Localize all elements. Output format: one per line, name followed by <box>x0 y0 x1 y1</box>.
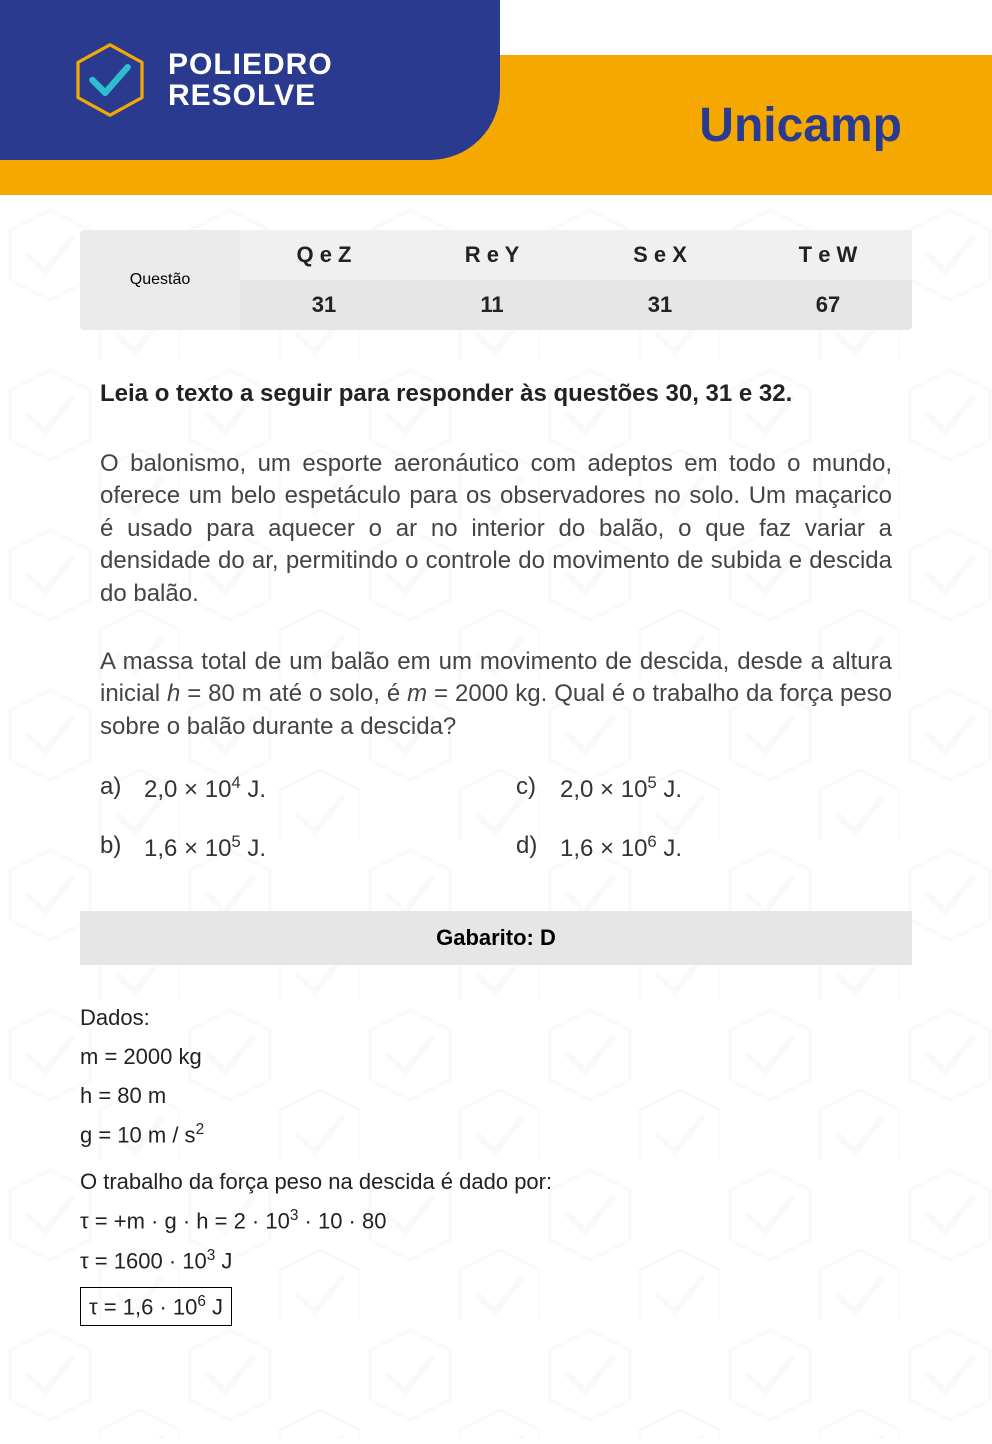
header-blue: POLIEDRO RESOLVE <box>0 0 500 160</box>
passage-text: O balonismo, um esporte aeronáutico com … <box>80 448 912 610</box>
brand-logo-wrap: POLIEDRO RESOLVE <box>70 40 333 120</box>
university-name: Unicamp <box>699 98 902 153</box>
alt-value: 2,0 × 105 J. <box>560 773 682 804</box>
solution-line: τ = 1600 · 103 J <box>80 1244 912 1277</box>
table-value: 11 <box>408 292 576 318</box>
table-col-header: T e W <box>744 242 912 268</box>
question-variant-table: Questão Q e Z R e Y S e X T e W 31 11 31… <box>80 230 912 330</box>
alternative-c: c) 2,0 × 105 J. <box>516 773 892 804</box>
solution-final-boxed: τ = 1,6 · 106 J <box>80 1287 232 1326</box>
solution-line: O trabalho da força peso na descida é da… <box>80 1165 912 1198</box>
table-col-header: S e X <box>576 242 744 268</box>
solution-line: m = 2000 kg <box>80 1040 912 1073</box>
alt-value: 1,6 × 105 J. <box>144 832 266 863</box>
brand-text: POLIEDRO RESOLVE <box>168 49 333 112</box>
brand-line1: POLIEDRO <box>168 49 333 81</box>
alt-value: 1,6 × 106 J. <box>560 832 682 863</box>
table-value-row: 31 11 31 67 <box>240 280 912 330</box>
table-value: 31 <box>240 292 408 318</box>
solution-line: Dados: <box>80 1001 912 1034</box>
table-header-row: Q e Z R e Y S e X T e W <box>240 230 912 280</box>
page-content: Questão Q e Z R e Y S e X T e W 31 11 31… <box>0 200 992 1326</box>
answer-banner: Gabarito: D <box>80 911 912 965</box>
brand-hex-icon <box>70 40 150 120</box>
alternative-b: b) 1,6 × 105 J. <box>100 832 476 863</box>
table-value: 31 <box>576 292 744 318</box>
solution-block: Dados: m = 2000 kg h = 80 m g = 10 m / s… <box>80 1001 912 1326</box>
alt-value: 2,0 × 104 J. <box>144 773 266 804</box>
table-col-header: R e Y <box>408 242 576 268</box>
question-text: A massa total de um balão em um moviment… <box>80 646 912 743</box>
solution-line: τ = +m · g · h = 2 · 103 · 10 · 80 <box>80 1204 912 1237</box>
table-value: 67 <box>744 292 912 318</box>
alt-label: b) <box>100 832 126 863</box>
table-label: Questão <box>80 230 240 330</box>
solution-line: g = 10 m / s2 <box>80 1118 912 1151</box>
instruction-text: Leia o texto a seguir para responder às … <box>80 380 912 408</box>
alternatives-grid: a) 2,0 × 104 J. c) 2,0 × 105 J. b) 1,6 ×… <box>80 773 912 893</box>
table-col-header: Q e Z <box>240 242 408 268</box>
alt-label: d) <box>516 832 542 863</box>
page-header: Unicamp POLIEDRO RESOLVE <box>0 0 992 200</box>
alternative-d: d) 1,6 × 106 J. <box>516 832 892 863</box>
solution-line: h = 80 m <box>80 1079 912 1112</box>
alternative-a: a) 2,0 × 104 J. <box>100 773 476 804</box>
alt-label: c) <box>516 773 542 804</box>
brand-line2: RESOLVE <box>168 80 333 112</box>
alt-label: a) <box>100 773 126 804</box>
